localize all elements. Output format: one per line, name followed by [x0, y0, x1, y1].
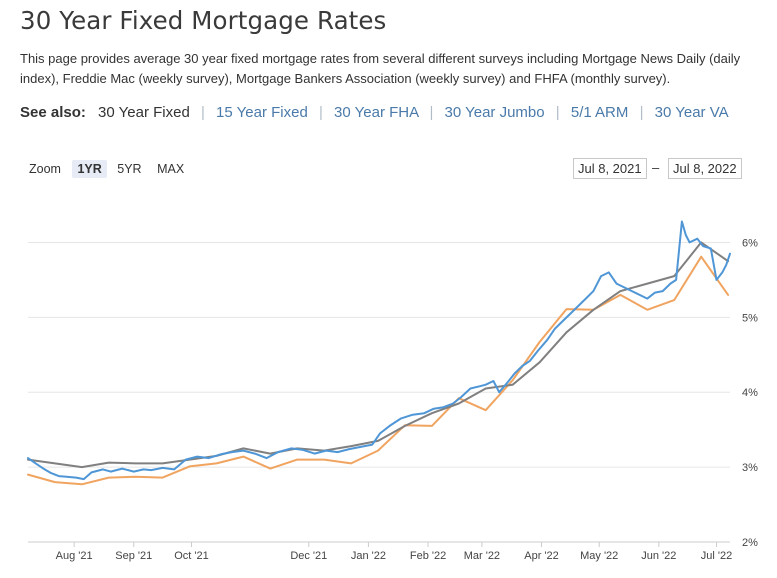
x-tick-label: Apr '22 — [524, 550, 559, 562]
x-tick-label: Jul '22 — [701, 550, 732, 562]
see-also-current: 30 Year Fixed — [98, 104, 190, 121]
x-tick-label: Jan '22 — [351, 550, 386, 562]
x-tick-label: May '22 — [580, 550, 618, 562]
zoom-controls: Zoom 1YR 5YR MAX — [29, 160, 191, 178]
x-tick-label: Sep '21 — [115, 550, 152, 562]
grid-lines — [28, 241, 730, 468]
zoom-5yr-button[interactable]: 5YR — [117, 162, 142, 176]
link-30-year-jumbo[interactable]: 30 Year Jumbo — [444, 104, 545, 121]
link-15-year-fixed[interactable]: 15 Year Fixed — [216, 104, 308, 121]
link-30-year-fha[interactable]: 30 Year FHA — [334, 104, 419, 121]
series-line-gray — [27, 241, 730, 469]
x-axis: Aug '21 Sep '21 Oct '21 Dec '21 Jan '22 Feb '… — [28, 541, 732, 562]
y-tick-label: 3% — [742, 462, 758, 474]
link-30-year-va[interactable]: 30 Year VA — [654, 104, 729, 121]
page-description: This page provides average 30 year fixed… — [20, 51, 741, 86]
x-tick-label: Aug '21 — [56, 550, 93, 562]
page-title: 30 Year Fixed Mortgage Rates — [20, 6, 387, 35]
range-separator: – — [652, 160, 660, 175]
separator: | — [318, 104, 323, 121]
series-line-orange — [27, 255, 730, 486]
range-to-input[interactable]: Jul 8, 2022 — [668, 158, 742, 179]
x-tick-label: Oct '21 — [174, 550, 209, 562]
separator: | — [639, 104, 644, 121]
y-tick-label: 2% — [742, 537, 758, 549]
series-lines — [27, 220, 731, 486]
series-line-blue — [27, 220, 731, 481]
see-also-nav: See also: 30 Year Fixed | 15 Year Fixed … — [20, 104, 729, 121]
y-tick-label: 4% — [742, 387, 758, 399]
zoom-1yr-button[interactable]: 1YR — [72, 160, 107, 178]
y-axis: 2% 3% 4% 5% 6% — [742, 237, 758, 549]
range-from-input[interactable]: Jul 8, 2021 — [573, 158, 647, 179]
y-tick-label: 5% — [742, 312, 758, 324]
x-tick-label: Mar '22 — [464, 550, 500, 562]
separator: | — [200, 104, 205, 121]
separator: | — [429, 104, 434, 121]
y-tick-label: 6% — [742, 237, 758, 249]
link-5-1-arm[interactable]: 5/1 ARM — [570, 104, 629, 121]
separator: | — [555, 104, 560, 121]
zoom-label: Zoom — [29, 162, 61, 176]
x-tick-label: Jun '22 — [641, 550, 676, 562]
see-also-label: See also: — [20, 104, 86, 121]
zoom-max-button[interactable]: MAX — [157, 162, 185, 176]
x-tick-label: Feb '22 — [410, 550, 446, 562]
x-tick-label: Dec '21 — [290, 550, 327, 562]
